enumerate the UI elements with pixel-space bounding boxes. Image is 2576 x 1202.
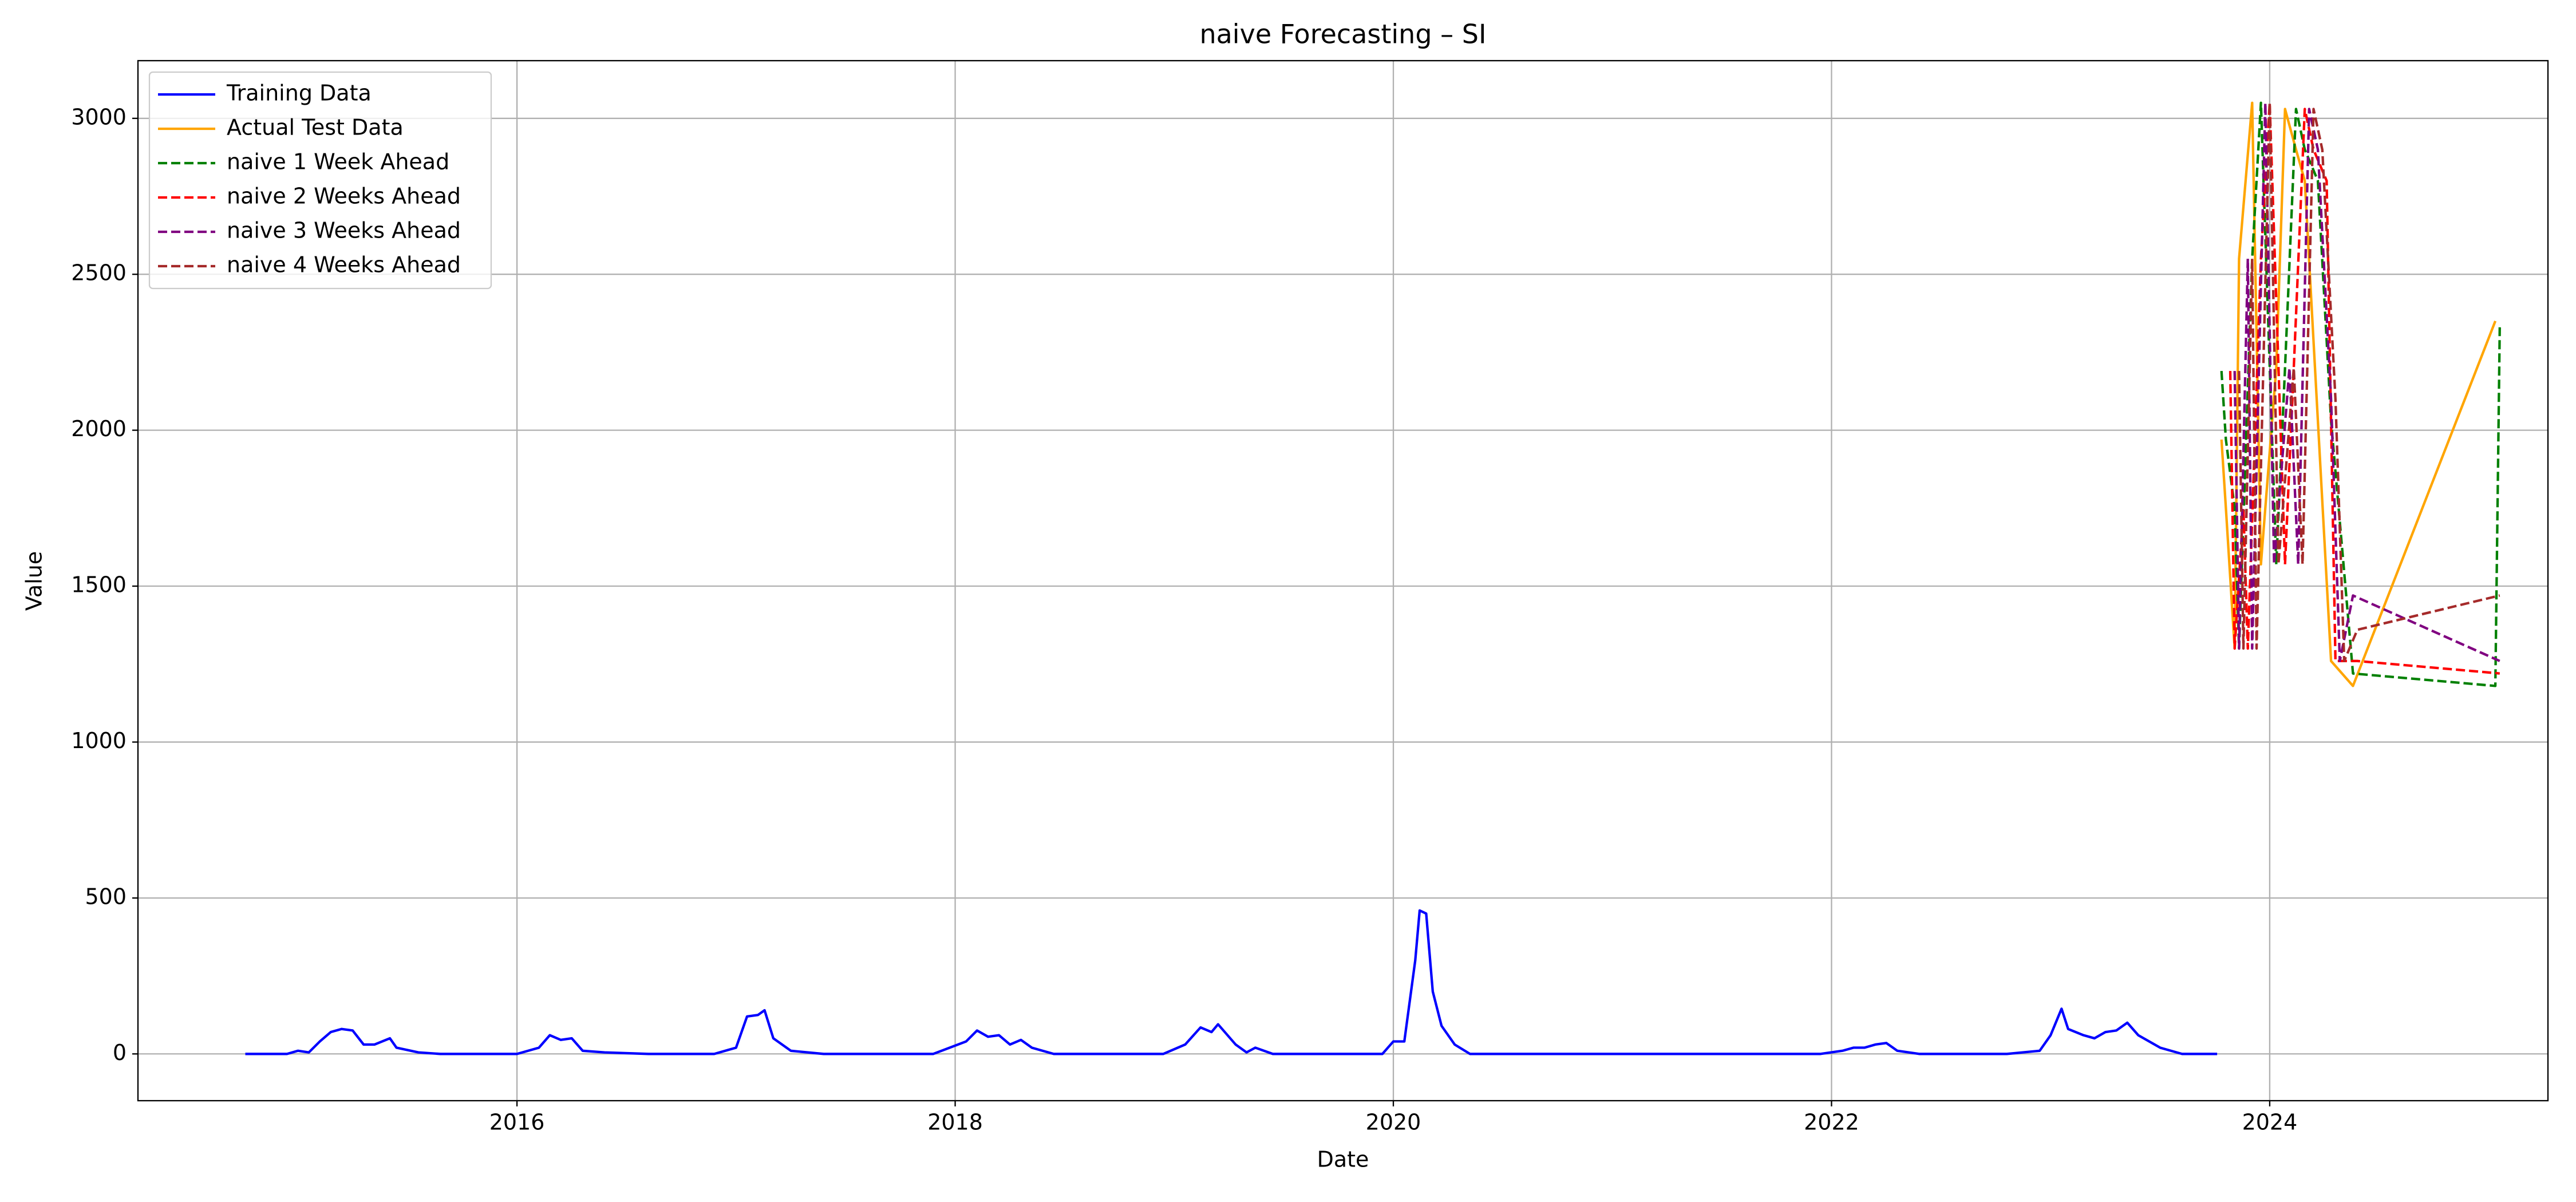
- grid: [138, 61, 2548, 1101]
- legend-label: naive 3 Weeks Ahead: [227, 218, 461, 243]
- y-tick-label: 3000: [71, 104, 127, 129]
- y-tick-label: 1500: [71, 572, 127, 598]
- x-tick-label: 2020: [1366, 1110, 1421, 1135]
- data-line: [2238, 101, 2500, 662]
- legend-label: naive 1 Week Ahead: [227, 149, 449, 175]
- legend-box: [148, 71, 492, 290]
- chart-title: naive Forecasting – SI: [1199, 19, 1486, 50]
- y-tick-label: 2500: [71, 260, 127, 286]
- plot-frame: [137, 60, 2549, 1102]
- data-line: [2233, 101, 2500, 662]
- x-tick-label: 2024: [2242, 1110, 2298, 1135]
- legend-label: Actual Test Data: [227, 115, 404, 140]
- y-tick-label: 0: [113, 1040, 127, 1065]
- data-line: [2220, 101, 2497, 687]
- x-tick-label: 2018: [927, 1110, 983, 1135]
- y-tick-label: 2000: [71, 416, 127, 441]
- y-tick-label: 1000: [71, 728, 127, 753]
- legend-label: naive 4 Weeks Ahead: [227, 252, 461, 278]
- data-line: [2220, 101, 2501, 687]
- x-axis-label: Date: [1317, 1147, 1369, 1172]
- legend-label: Training Data: [226, 81, 372, 106]
- legend-label: naive 2 Weeks Ahead: [227, 184, 461, 209]
- data-line: [245, 909, 2218, 1055]
- x-tick-label: 2016: [489, 1110, 545, 1135]
- y-axis-label: Value: [22, 551, 47, 611]
- data-line: [2229, 101, 2500, 675]
- y-tick-label: 500: [85, 884, 127, 909]
- x-tick-label: 2022: [1804, 1110, 1859, 1135]
